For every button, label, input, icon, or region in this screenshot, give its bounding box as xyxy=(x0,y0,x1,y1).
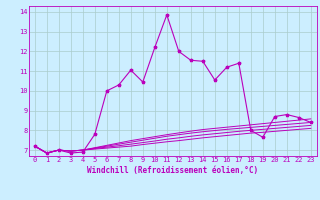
X-axis label: Windchill (Refroidissement éolien,°C): Windchill (Refroidissement éolien,°C) xyxy=(87,166,258,175)
